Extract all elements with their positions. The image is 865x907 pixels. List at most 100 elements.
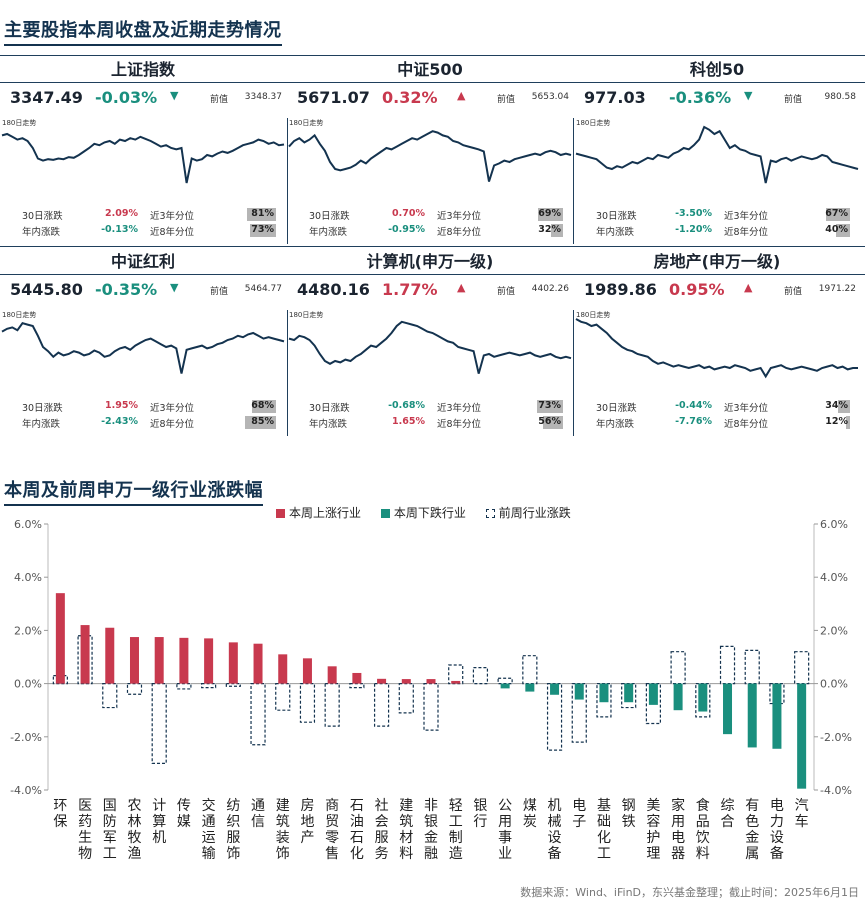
this-week-bar: [154, 637, 164, 684]
stat-row: 年内涨跌 -1.20% 近8年分位 40%: [574, 224, 860, 238]
index-panel: 中证500 5671.07 0.32% ▲ 前值 5653.04 180日走势 30日涨跌 0.…: [287, 56, 573, 248]
trend-label: 180日走势: [289, 311, 324, 319]
category-label: 基础化工: [597, 797, 611, 862]
prev-week-bar: [349, 683, 365, 689]
index-panel: 上证指数 3347.49 -0.03% ▼ 前值 3348.37 180日走势 30日涨跌 2.…: [0, 56, 286, 248]
pct3y-fill: [536, 400, 563, 413]
prev-week-bar: [324, 683, 340, 727]
category-label: 计算机: [152, 798, 166, 846]
pct8y-value: 40%: [825, 224, 848, 235]
prev-week-bar: [275, 683, 291, 711]
change-arrow-icon: ▼: [744, 89, 753, 102]
category-label: 社会服务: [375, 798, 389, 862]
prev-week-bar: [423, 683, 439, 731]
prev-week-bar: [201, 683, 217, 689]
pct8y-value: 12%: [825, 416, 848, 427]
pct8y-fill: [245, 416, 276, 429]
y-tick-label-right: -2.0%: [820, 731, 852, 744]
prev-week-bar: [176, 683, 192, 690]
trend-sparkline: [288, 320, 572, 374]
this-week-bar: [278, 654, 288, 684]
index-price: 1989.86: [584, 280, 657, 299]
index-name: 计算机(申万一级): [366, 252, 494, 271]
this-week-bar: [204, 638, 214, 684]
ytd-value: -2.43%: [101, 416, 138, 427]
category-label: 通信: [251, 798, 265, 830]
pct3y-value: 81%: [251, 208, 274, 219]
prev-value: 980.58: [824, 92, 857, 102]
prev-week-bar: [448, 664, 464, 685]
legend-label-down: 本周下跌行业: [393, 506, 466, 520]
legend-label-up: 本周上涨行业: [289, 506, 362, 520]
pct3y-label: 近3年分位: [150, 211, 195, 222]
prev-week-bar: [250, 683, 266, 746]
category-label: 美容护理: [646, 798, 660, 862]
index-price: 4480.16: [297, 280, 370, 299]
panel-row1-name-rule: [0, 82, 865, 83]
prev-week-bar: [225, 683, 241, 687]
this-week-bar: [253, 643, 263, 684]
category-label: 煤炭: [523, 798, 537, 830]
trend-label: 180日走势: [576, 119, 611, 127]
this-week-bar: [599, 683, 609, 703]
ytd-label: 年内涨跌: [309, 227, 348, 238]
category-label: 电力设备: [770, 798, 784, 862]
prev-week-bar: [497, 677, 513, 685]
pct8y-bar: 12%: [790, 416, 850, 429]
legend-swatch-prev: [485, 509, 495, 518]
category-label: 传媒: [177, 798, 191, 830]
category-label: 商贸零售: [325, 798, 339, 862]
this-week-bar: [525, 683, 535, 692]
pct3y-bar: 73%: [503, 400, 563, 413]
trend-line: [575, 318, 858, 379]
legend-label-prev: 前周行业涨跌: [498, 506, 571, 520]
index-change: -0.35%: [95, 280, 158, 299]
category-label: 非银金融: [424, 798, 438, 862]
pct3y-value: 34%: [825, 400, 848, 411]
index-change: -0.03%: [95, 88, 158, 107]
pct8y-value: 56%: [538, 416, 561, 427]
change-arrow-icon: ▲: [457, 281, 466, 294]
ret30-label: 30日涨跌: [22, 403, 63, 414]
this-week-bar: [451, 680, 461, 684]
prev-week-bar: [102, 683, 118, 709]
pct8y-bar: 85%: [216, 416, 276, 429]
pct3y-bar: 81%: [216, 208, 276, 221]
pct8y-fill: [551, 224, 563, 237]
prev-label: 前值: [497, 287, 516, 297]
ytd-label: 年内涨跌: [22, 419, 61, 430]
index-name: 中证红利: [110, 252, 175, 271]
pct3y-fill: [837, 400, 850, 413]
change-arrow-icon: ▼: [170, 281, 179, 294]
trend-sparkline: [575, 318, 858, 379]
prev-week-bar: [522, 655, 538, 685]
index-price: 3347.49: [10, 88, 83, 107]
category-label: 食品饮料: [696, 797, 710, 862]
prev-value: 3348.37: [244, 92, 282, 102]
index-name: 科创50: [689, 60, 745, 79]
change-arrow-icon: ▲: [744, 281, 753, 294]
stat-row: 30日涨跌 1.95% 近3年分位 68%: [0, 400, 286, 414]
stat-row: 年内涨跌 -2.43% 近8年分位 85%: [0, 416, 286, 430]
ytd-label: 年内涨跌: [596, 227, 635, 238]
ret30-label: 30日涨跌: [309, 211, 350, 222]
industry-bar-chart: 6.0% 6.0% 4.0% 4.0% 2.0% 2.0% 0.0% 0.0% -2.0% -2.…: [10, 520, 852, 862]
prev-week-bar: [126, 683, 143, 695]
data-source-footer: 数据来源：Wind、iFinD，东兴基金整理；截止时间：2025年6月1日: [520, 886, 859, 899]
ret30-label: 30日涨跌: [596, 403, 637, 414]
ytd-label: 年内涨跌: [309, 419, 348, 430]
index-price: 977.03: [584, 88, 646, 107]
pct8y-label: 近8年分位: [150, 419, 195, 430]
ret30-label: 30日涨跌: [309, 403, 350, 414]
index-panel: 科创50 977.03 -0.36% ▼ 前值 980.58 180日走势 30日涨跌 -3.5…: [574, 56, 860, 248]
pct3y-bar: 68%: [216, 400, 276, 413]
category-label: 国防军工: [103, 798, 117, 862]
trend-sparkline: [1, 132, 285, 184]
trend-sparkline: [1, 322, 285, 374]
pct3y-label: 近3年分位: [437, 403, 482, 414]
prev-week-bar: [546, 683, 563, 751]
category-label: 纺织服饰: [226, 798, 240, 862]
this-week-bar: [698, 683, 708, 712]
ret30-value: 1.95%: [105, 400, 138, 411]
this-week-bar: [352, 672, 362, 684]
